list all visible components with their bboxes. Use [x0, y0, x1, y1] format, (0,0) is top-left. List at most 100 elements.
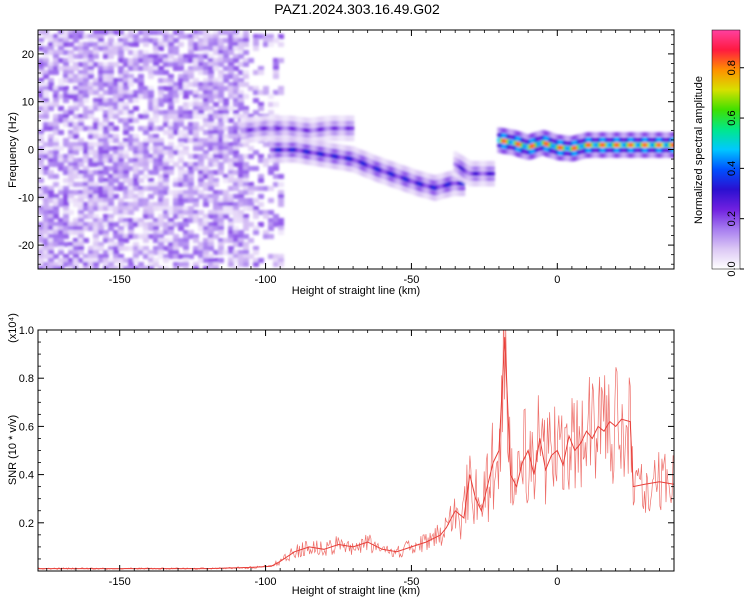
signal-cell — [499, 127, 504, 133]
noise-cell — [238, 162, 244, 167]
signal-cell — [455, 158, 460, 163]
noise-cell — [108, 206, 114, 211]
signal-cell — [346, 156, 351, 161]
signal-cell — [451, 175, 456, 181]
signal-cell — [651, 137, 656, 143]
signal-cell — [402, 187, 407, 192]
signal-cell — [430, 185, 435, 190]
signal-cell — [266, 120, 271, 126]
signal-cell — [460, 176, 465, 182]
signal-cell — [412, 169, 417, 174]
noise-cell — [78, 94, 84, 99]
noise-cell — [53, 162, 59, 167]
noise-cell — [153, 230, 159, 235]
signal-cell — [332, 143, 337, 149]
signal-cell — [312, 117, 317, 122]
noise-cell — [148, 234, 154, 239]
noise-cell — [153, 186, 159, 191]
noise-cell — [243, 74, 249, 79]
noise-cell — [163, 158, 169, 163]
signal-cell — [269, 137, 274, 142]
signal-cell — [309, 144, 314, 150]
noise-cell — [233, 94, 239, 99]
noise-cell — [208, 90, 214, 95]
signal-cell — [534, 147, 539, 153]
signal-cell — [474, 181, 479, 187]
noise-cell — [63, 58, 69, 63]
signal-cell — [402, 181, 407, 187]
signal-cell — [428, 173, 433, 179]
noise-cell — [138, 178, 144, 183]
noise-cell — [83, 178, 89, 183]
noise-cell — [138, 266, 144, 269]
signal-cell — [240, 123, 245, 128]
noise-cell — [153, 134, 159, 139]
noise-cell — [88, 266, 94, 269]
noise-cell — [58, 202, 64, 207]
noise-cell — [58, 58, 64, 63]
noise-cell — [73, 90, 79, 95]
noise-cell — [83, 110, 89, 115]
signal-cell — [534, 137, 539, 142]
noise-cell — [168, 98, 174, 103]
noise-cell — [163, 30, 169, 35]
signal-cell — [520, 137, 525, 143]
signal-cell — [604, 142, 609, 148]
signal-cell — [651, 132, 656, 137]
noise-cell — [258, 210, 264, 215]
signal-cell — [669, 148, 674, 153]
signal-cell — [536, 141, 541, 147]
signal-cell — [548, 142, 553, 148]
noise-cell — [108, 242, 114, 247]
noise-cell — [253, 34, 259, 39]
noise-cell — [103, 142, 109, 147]
signal-cell — [285, 147, 291, 153]
noise-cell — [223, 202, 229, 207]
noise-cell — [128, 190, 134, 195]
noise-cell — [193, 98, 199, 103]
noise-cell — [203, 70, 209, 75]
noise-cell — [108, 238, 114, 243]
signal-cell — [247, 127, 252, 133]
noise-cell — [43, 82, 49, 87]
signal-cell — [435, 185, 440, 190]
signal-cell — [518, 152, 523, 158]
noise-cell — [203, 218, 209, 223]
signal-cell — [453, 156, 458, 162]
noise-cell — [228, 130, 234, 135]
signal-cell — [546, 147, 551, 152]
noise-cell — [183, 210, 189, 215]
signal-cell — [630, 137, 635, 143]
noise-cell — [113, 166, 119, 171]
noise-cell — [93, 258, 99, 263]
noise-cell — [253, 38, 259, 43]
noise-cell — [228, 42, 234, 47]
noise-cell — [178, 226, 184, 231]
noise-cell — [73, 86, 79, 91]
noise-cell — [238, 170, 244, 175]
noise-cell — [158, 158, 164, 163]
signal-cell — [301, 117, 306, 122]
noise-cell — [98, 242, 104, 247]
noise-cell — [163, 62, 169, 67]
noise-cell — [93, 134, 99, 139]
noise-cell — [208, 70, 214, 75]
noise-cell — [213, 78, 219, 83]
noise-cell — [273, 254, 279, 259]
signal-cell — [322, 126, 327, 132]
noise-cell — [128, 194, 134, 199]
noise-cell — [198, 94, 204, 99]
noise-cell — [273, 262, 279, 267]
noise-cell — [78, 226, 84, 231]
signal-cell — [247, 138, 252, 143]
signal-cell — [326, 115, 331, 121]
noise-cell — [88, 210, 94, 215]
signal-cell — [292, 147, 298, 153]
signal-cell — [590, 137, 595, 143]
signal-cell — [303, 127, 308, 133]
signal-cell — [527, 150, 532, 155]
noise-cell — [203, 238, 209, 243]
noise-cell — [53, 234, 59, 239]
x-tick-label: -150 — [109, 274, 131, 286]
noise-cell — [113, 102, 119, 107]
